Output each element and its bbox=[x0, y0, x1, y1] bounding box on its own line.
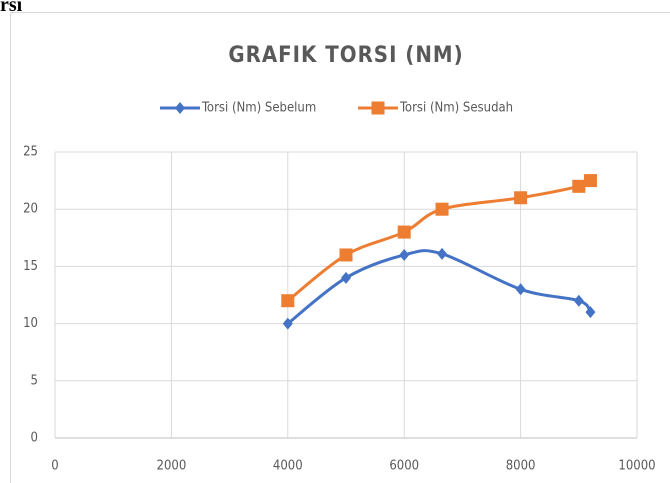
x-tick-label: 2000 bbox=[157, 459, 187, 474]
chart-title: GRAFIK TORSI (NM) bbox=[228, 43, 463, 68]
marker bbox=[399, 248, 410, 261]
x-tick-label: 10000 bbox=[618, 459, 655, 474]
legend-label: Torsi (Nm) Sesudah bbox=[399, 101, 513, 116]
marker bbox=[572, 179, 586, 193]
series-line bbox=[286, 249, 592, 325]
y-tick-label: 10 bbox=[23, 316, 38, 331]
y-tick-label: 15 bbox=[23, 259, 38, 274]
legend-label: Torsi (Nm) Sebelum bbox=[201, 101, 316, 116]
marker bbox=[435, 202, 449, 216]
x-tick-label: 6000 bbox=[389, 459, 419, 474]
marker bbox=[341, 271, 351, 284]
x-tick-label: 4000 bbox=[273, 459, 303, 474]
marker bbox=[573, 294, 584, 307]
marker bbox=[175, 102, 185, 114]
marker bbox=[339, 248, 353, 262]
marker bbox=[515, 283, 526, 296]
marker bbox=[397, 225, 411, 239]
marker bbox=[437, 247, 448, 260]
marker bbox=[282, 317, 293, 330]
marker bbox=[514, 191, 528, 205]
marker bbox=[371, 101, 385, 115]
y-tick-label: 0 bbox=[31, 431, 38, 446]
y-tick-label: 25 bbox=[23, 145, 38, 160]
series-line bbox=[286, 179, 592, 302]
y-tick-label: 5 bbox=[31, 373, 38, 388]
x-tick-label: 0 bbox=[51, 459, 58, 474]
marker bbox=[583, 174, 597, 188]
marker bbox=[585, 306, 596, 319]
marker bbox=[281, 294, 295, 308]
y-tick-label: 20 bbox=[23, 202, 38, 217]
x-tick-label: 8000 bbox=[506, 459, 536, 474]
chart-border bbox=[10, 12, 670, 483]
